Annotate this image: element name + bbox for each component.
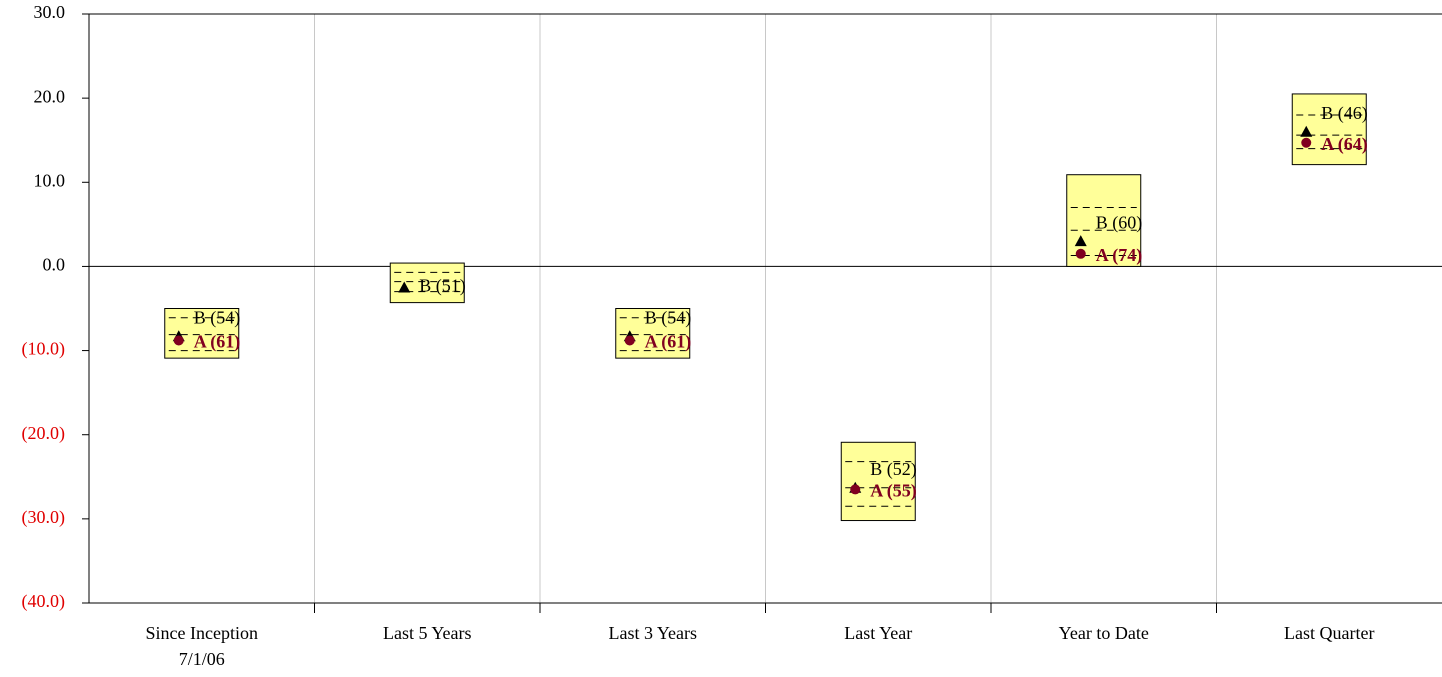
marker-triangle <box>1300 125 1313 137</box>
rank-label: A (61) <box>645 332 692 353</box>
rank-label: A (55) <box>870 481 917 502</box>
range-box <box>389 262 465 304</box>
x-tick-label: Since Inception 7/1/06 <box>145 623 258 669</box>
rank-label: A (74) <box>1096 245 1143 266</box>
x-tick-label: Last Year <box>844 623 913 643</box>
marker-circle <box>1301 137 1312 148</box>
y-tick-label: (40.0) <box>22 591 66 612</box>
rank-label: B (60) <box>1096 212 1143 233</box>
x-tick-label: Year to Date <box>1058 623 1149 643</box>
range-box <box>164 308 240 359</box>
y-tick-label: (20.0) <box>22 423 66 444</box>
y-tick-label: (10.0) <box>22 339 66 360</box>
range-box <box>840 441 916 522</box>
y-tick-label: (30.0) <box>22 507 66 528</box>
marker-circle <box>1075 248 1086 259</box>
x-tick-label: Last 5 Years <box>383 623 472 643</box>
marker-triangle <box>1074 235 1087 247</box>
y-tick-label: 0.0 <box>43 255 66 275</box>
marker-circle <box>173 335 184 346</box>
marker-circle <box>624 335 635 346</box>
marker-circle <box>850 484 861 495</box>
y-tick-label: 10.0 <box>34 170 66 190</box>
x-tick-label: Last 3 Years <box>608 623 698 643</box>
rank-label: B (54) <box>194 307 241 328</box>
y-tick-label: 20.0 <box>34 86 66 106</box>
rank-label: B (52) <box>870 459 917 480</box>
rank-label: A (61) <box>194 332 241 353</box>
rank-label: B (46) <box>1321 103 1368 124</box>
rank-label: B (51) <box>419 276 466 297</box>
x-tick-label: Last Quarter <box>1284 623 1375 643</box>
rank-label: A (64) <box>1321 134 1368 155</box>
y-tick-label: 30.0 <box>34 2 66 22</box>
marker-triangle <box>398 281 411 293</box>
rank-label: B (54) <box>645 307 692 328</box>
range-box <box>615 308 691 359</box>
